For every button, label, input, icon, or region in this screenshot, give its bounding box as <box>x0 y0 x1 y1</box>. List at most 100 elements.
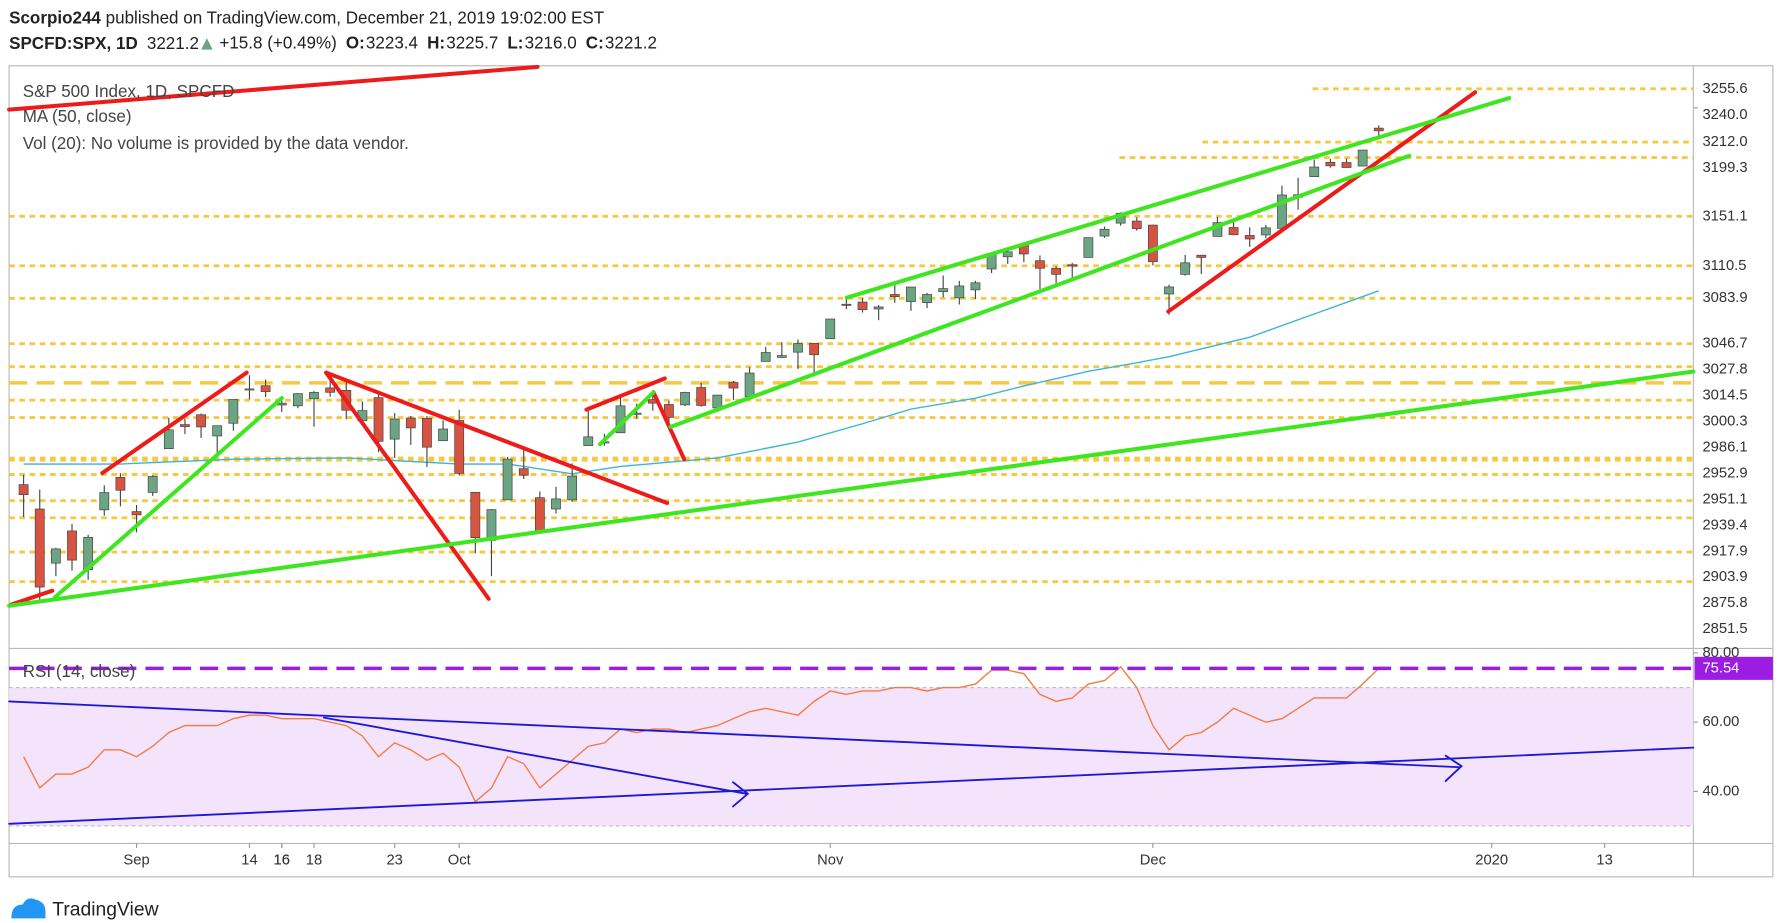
rsi-line <box>23 665 1380 803</box>
up-arrow-icon <box>201 38 213 50</box>
logo <box>11 898 46 919</box>
trendline <box>7 64 540 112</box>
publisher: Scorpio244 <box>9 7 101 27</box>
candle-body <box>147 476 158 493</box>
ohlc-label: C: <box>586 32 604 52</box>
candle-body <box>954 285 965 299</box>
candle-body <box>1260 227 1271 236</box>
candle-body <box>841 303 852 306</box>
x-tick-label: 16 <box>274 853 290 869</box>
candle-body <box>1148 224 1158 263</box>
candle-body <box>454 420 465 474</box>
candle-body <box>309 392 319 400</box>
y-tick-label: 2917.9 <box>1702 543 1747 559</box>
y-tick-label: 3014.5 <box>1702 387 1747 403</box>
x-tick-label: 18 <box>306 853 322 869</box>
legend-ma: MA (50, close) <box>23 106 132 126</box>
trendline <box>7 369 1696 608</box>
candle-body <box>825 318 836 340</box>
candle-body <box>50 548 61 564</box>
y-tick-label: 2986.1 <box>1702 439 1747 455</box>
legend-title: S&P 500 Index, 1D, SPCFD <box>23 81 235 101</box>
symbol: SPCFD:SPX, 1D <box>9 32 138 52</box>
candle-body <box>1002 251 1013 258</box>
trendline <box>324 370 491 601</box>
candle-body <box>809 343 820 356</box>
rsi-last-tag <box>1694 656 1773 680</box>
candle-body <box>922 294 932 303</box>
candle-body <box>970 282 981 291</box>
y-tick-label: 3027.8 <box>1702 361 1747 377</box>
ohlc-value: 3223.4 <box>366 32 419 52</box>
candle-body <box>1357 149 1368 167</box>
candle-body <box>163 429 174 449</box>
publish-line: Scorpio244 published on TradingView.com,… <box>9 7 605 27</box>
trendline <box>584 376 667 412</box>
quote-values: +15.8 (+0.49%) O: 3223.4 H: 3225.7 L: 3216.0 C:… <box>201 32 657 52</box>
x-tick-label: 16 <box>274 853 290 869</box>
brand-logo <box>11 898 46 919</box>
x-tick-label: 13 <box>1596 853 1612 869</box>
ohlc-label: O: <box>346 32 365 52</box>
trendline <box>9 588 55 607</box>
candle-body <box>1131 220 1142 229</box>
y-tick-label: 3046.7 <box>1702 336 1747 352</box>
candle-body <box>373 397 384 442</box>
candle-body <box>1228 227 1239 236</box>
candle-body <box>906 286 916 302</box>
candle-body <box>534 497 545 532</box>
x-tick-label: 2020 <box>1475 853 1508 869</box>
candle-body <box>115 476 126 491</box>
y-tick-label: 3240.0 <box>1702 107 1747 123</box>
ohlc-value: 3225.7 <box>446 32 498 52</box>
candle-body <box>502 458 513 501</box>
candle-body <box>1067 264 1078 267</box>
x-tick-label: Dec <box>1140 853 1167 869</box>
candle-body <box>1341 162 1352 168</box>
candle-body <box>438 428 448 442</box>
candle-body <box>228 399 239 424</box>
drawings <box>7 64 1696 825</box>
trendline <box>324 370 670 506</box>
candle-body <box>518 468 529 476</box>
y-tick-label: 2875.8 <box>1702 595 1747 611</box>
ma-line <box>23 290 1379 475</box>
candle-body <box>1325 161 1336 167</box>
candle-body <box>793 343 803 353</box>
candle-body <box>1244 235 1255 240</box>
rsi-trendline <box>8 700 1462 769</box>
rsi-tick-label: 40.00 <box>1702 783 1739 799</box>
y-tick-label: 2939.4 <box>1702 517 1747 533</box>
candle-body <box>196 414 206 428</box>
candle-body <box>405 417 416 429</box>
candle-body <box>1164 286 1174 295</box>
candle-body <box>760 352 771 362</box>
candle-body <box>212 425 223 437</box>
x-tick-label: Oct <box>448 853 472 869</box>
brand: TradingView <box>52 898 159 920</box>
rsi-trendline <box>8 746 1695 825</box>
candle-body <box>131 511 142 516</box>
candle-body <box>1051 267 1061 275</box>
x-tick-label: 23 <box>386 853 402 869</box>
quote-line: SPCFD:SPX, 1D 3221.2 <box>9 32 199 52</box>
y-tick-label: 3000.3 <box>1702 413 1747 429</box>
y-tick-label: 2951.1 <box>1702 491 1747 507</box>
candle-body <box>67 530 77 561</box>
candle-body <box>1309 166 1320 178</box>
trendline <box>1166 90 1478 314</box>
candle-body <box>180 424 190 427</box>
ohlc-value: 3221.2 <box>605 32 657 52</box>
x-tick-label: 14 <box>241 853 257 869</box>
candle-body <box>567 475 578 501</box>
legend-volume: Vol (20): No volume is provided by the d… <box>23 133 409 153</box>
y-tick-label: 3199.3 <box>1702 160 1747 176</box>
trendline <box>844 96 1512 300</box>
chart-frame <box>8 65 1774 878</box>
rsi-tick-label: 60.00 <box>1702 714 1739 730</box>
plot: 3255.6 3240.0 3212.0 3199.3 3151.1 3110.5 3083… <box>9 81 1773 869</box>
candle-body <box>99 492 110 511</box>
trendline <box>668 153 1412 429</box>
y-tick-label: 3083.9 <box>1702 290 1747 306</box>
trendline <box>100 370 249 476</box>
